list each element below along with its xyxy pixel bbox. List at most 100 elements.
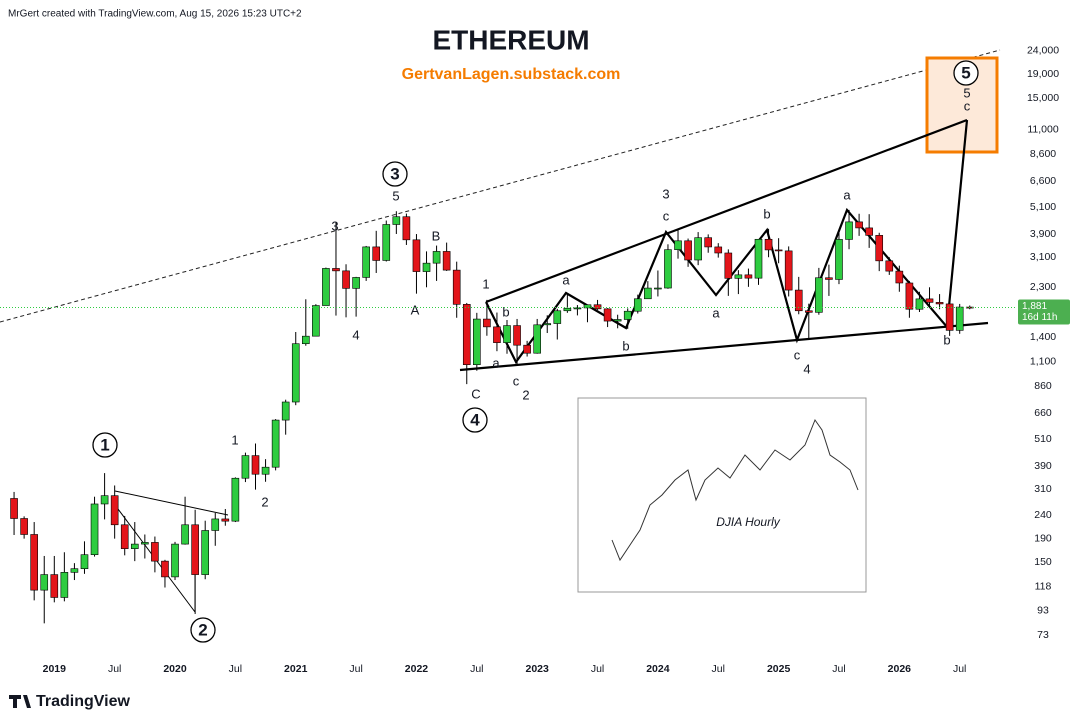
price-label: 1,881 xyxy=(1022,301,1047,312)
candle-body xyxy=(362,246,370,278)
x-tick-label: Jul xyxy=(349,663,362,675)
inset-line xyxy=(611,418,859,562)
candle-body xyxy=(90,503,99,556)
candle-body xyxy=(60,572,69,598)
candle-body xyxy=(503,325,511,343)
candle-body xyxy=(553,310,562,324)
x-tick-label: 2020 xyxy=(163,663,187,675)
candle-body xyxy=(945,303,954,331)
wedge-upper xyxy=(485,118,968,304)
circled-labels xyxy=(92,60,979,643)
candle-body xyxy=(815,277,823,313)
label-circle xyxy=(190,617,216,643)
wave-label: c xyxy=(513,373,520,388)
y-tick-label: 118 xyxy=(1035,580,1052,592)
brand-logo xyxy=(9,695,31,708)
x-tick-label: Jul xyxy=(591,663,604,675)
candle-body xyxy=(432,251,441,264)
candle-body xyxy=(322,268,330,306)
candle-body xyxy=(181,524,189,545)
candle-body xyxy=(352,277,360,289)
x-tick-label: Jul xyxy=(229,663,242,675)
wave-label: 1 xyxy=(231,432,238,447)
wave-labels: 1 2 3 4 5 5 3 4 B A C 1 b a c 2 a b 3 c … xyxy=(92,60,979,643)
candle-body xyxy=(30,534,38,591)
candle-body xyxy=(724,252,733,279)
candle-body xyxy=(251,455,260,475)
candle-body xyxy=(654,287,662,290)
y-tick-label: 15,000 xyxy=(1027,92,1059,104)
wave-label: c xyxy=(794,347,801,362)
wave-label: 3 xyxy=(662,186,669,201)
wave-label: b xyxy=(502,304,509,319)
candle-body xyxy=(372,246,381,261)
candle-body xyxy=(151,542,159,562)
x-tick-label: 2021 xyxy=(284,663,308,675)
candle-body xyxy=(281,401,290,421)
candle-body xyxy=(392,216,401,225)
wave-label: c xyxy=(663,208,670,223)
candle-body xyxy=(885,260,894,272)
candle-body xyxy=(452,269,461,305)
candles xyxy=(10,209,974,624)
label-circle xyxy=(462,407,488,433)
candle-body xyxy=(291,343,300,403)
wave-label: 5 xyxy=(963,85,970,100)
candle-body xyxy=(674,240,682,250)
candle-body xyxy=(422,262,431,272)
x-tick-label: Jul xyxy=(108,663,121,675)
y-tick-label: 93 xyxy=(1037,604,1049,616)
label-circle xyxy=(382,161,408,187)
candle-body xyxy=(231,477,240,522)
wave-label: 1 xyxy=(100,435,109,454)
y-tick-label: 240 xyxy=(1034,509,1052,521)
channel-line xyxy=(0,49,1001,323)
y-tick-label: 1,400 xyxy=(1030,331,1056,343)
candle-body xyxy=(473,318,481,366)
x-tick-label: Jul xyxy=(832,663,845,675)
inset-frame xyxy=(577,397,867,593)
wave-label: A xyxy=(411,302,420,317)
candle-body xyxy=(754,238,763,279)
candle-body xyxy=(382,224,391,261)
y-tick-label: 24,000 xyxy=(1027,45,1059,57)
candle-body xyxy=(764,238,773,251)
wave-label: b xyxy=(943,332,950,347)
candle-body xyxy=(533,324,541,354)
candle-body xyxy=(784,250,793,291)
y-tick-label: 73 xyxy=(1037,629,1049,641)
candle-body xyxy=(120,524,129,549)
candle-body xyxy=(50,574,59,598)
y-tick-label: 3,100 xyxy=(1030,251,1056,263)
candle-body xyxy=(130,543,139,549)
wave-label: 2 xyxy=(198,620,207,639)
candle-body xyxy=(915,298,924,310)
inset: DJIA Hourly xyxy=(577,397,867,593)
candle-body xyxy=(271,419,280,468)
candle-body xyxy=(664,249,672,289)
candle-body xyxy=(110,495,119,526)
y-tick-label: 11,000 xyxy=(1027,123,1058,135)
y-tick-label: 510 xyxy=(1034,433,1052,445)
candle-body xyxy=(442,251,451,271)
y-tick-label: 860 xyxy=(1034,380,1052,392)
candle-body xyxy=(201,530,209,575)
wave-path xyxy=(485,119,969,365)
candle-body xyxy=(734,274,743,279)
candle-body xyxy=(684,240,692,261)
y-tick-label: 190 xyxy=(1034,532,1052,544)
candle-body xyxy=(40,574,49,591)
x-tick-label: Jul xyxy=(470,663,483,675)
wave-label: 3 xyxy=(390,164,399,183)
x-tick-label: 2023 xyxy=(526,663,550,675)
candle-body xyxy=(141,542,149,545)
candle-body xyxy=(301,335,310,345)
candle-body xyxy=(905,282,914,310)
candle-body xyxy=(704,237,713,248)
wave-label: 1 xyxy=(482,276,489,291)
y-tick-label: 660 xyxy=(1034,407,1052,419)
candle-body xyxy=(312,305,320,337)
candle-body xyxy=(100,495,109,505)
wave-label: c xyxy=(964,98,971,113)
candle-body xyxy=(794,289,803,312)
